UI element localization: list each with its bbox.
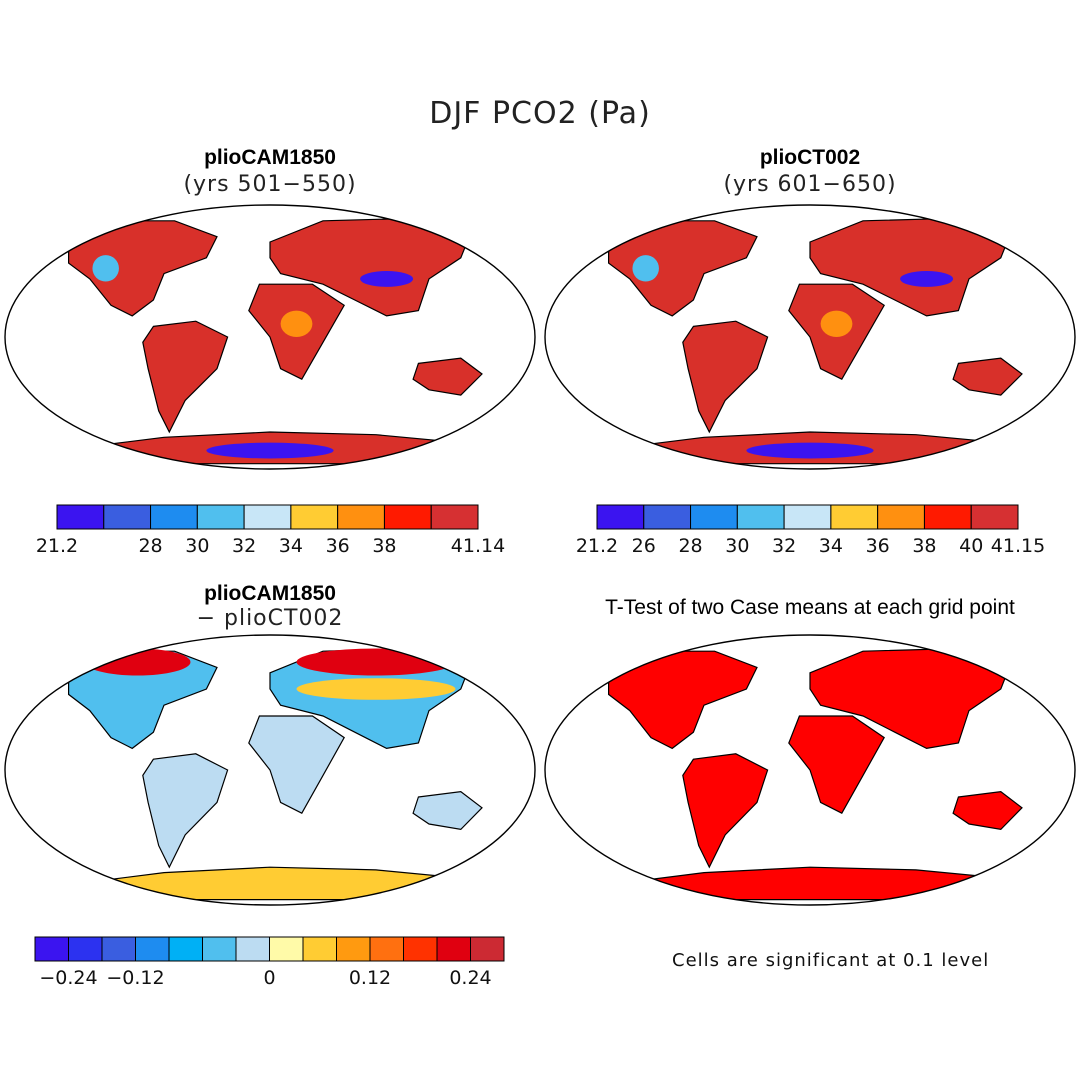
map-frame-1 bbox=[4, 204, 536, 470]
colorbar-1-swatch bbox=[103, 504, 152, 530]
field-patch bbox=[632, 255, 659, 282]
colorbar-2-tick: 21.2 bbox=[575, 535, 619, 557]
panel-1-subtitle: (yrs 501−550) bbox=[183, 172, 357, 197]
continent-antarctica bbox=[618, 866, 1002, 901]
continent-samerica bbox=[142, 753, 229, 869]
field-patch bbox=[360, 271, 414, 287]
colorbar-1-swatch bbox=[290, 504, 339, 530]
map-frame-2 bbox=[544, 204, 1076, 470]
colorbar-3-swatch bbox=[68, 936, 103, 962]
colorbar-2-tick: 30 bbox=[725, 535, 750, 557]
colorbar-1-tick: 34 bbox=[278, 535, 303, 557]
colorbar-1-tick: 41.14 bbox=[450, 535, 506, 557]
colorbar-2-swatch bbox=[830, 504, 879, 530]
map-1 bbox=[67, 217, 483, 465]
colorbar-3-swatch bbox=[202, 936, 237, 962]
field-patch bbox=[296, 678, 456, 700]
continent-namerica bbox=[607, 220, 758, 317]
colorbar-3-swatch bbox=[34, 936, 69, 962]
colorbar-2-tick: 41.15 bbox=[990, 535, 1046, 557]
colorbar-3-swatch bbox=[336, 936, 371, 962]
colorbar-3-tick: 0.24 bbox=[449, 967, 492, 989]
colorbar-2-tick: 40 bbox=[959, 535, 984, 557]
continent-samerica bbox=[682, 753, 769, 869]
colorbar-3-swatch bbox=[470, 936, 505, 962]
colorbar-3-swatch bbox=[403, 936, 438, 962]
continent-australia bbox=[412, 790, 483, 831]
panel-1-title: plioCAM1850 bbox=[204, 146, 336, 169]
panel-3-title: plioCAM1850 bbox=[204, 582, 336, 605]
colorbar-3-swatch bbox=[135, 936, 170, 962]
panel-2-subtitle: (yrs 601−650) bbox=[723, 172, 897, 197]
continent-africa bbox=[248, 715, 345, 814]
colorbar-2-tick: 32 bbox=[772, 535, 797, 557]
continent-namerica bbox=[67, 220, 218, 317]
continent-samerica bbox=[682, 320, 769, 434]
colorbar-2-tick: 36 bbox=[865, 535, 890, 557]
colorbar-3-swatch bbox=[436, 936, 471, 962]
map-frame-3 bbox=[4, 634, 536, 906]
panel-4-title: T-Test of two Case means at each grid po… bbox=[605, 596, 1015, 619]
colorbar-3-swatch bbox=[302, 936, 337, 962]
colorbar-1-swatch bbox=[243, 504, 292, 530]
colorbar-1-swatch bbox=[430, 504, 479, 530]
colorbar-2-swatch bbox=[736, 504, 785, 530]
colorbar-2-swatch bbox=[877, 504, 925, 530]
continent-australia bbox=[412, 357, 483, 396]
colorbar-3-swatch bbox=[369, 936, 404, 962]
field-patch bbox=[280, 310, 313, 337]
field-patch bbox=[92, 255, 119, 282]
significance-note: Cells are significant at 0.1 level bbox=[672, 950, 990, 971]
continent-australia bbox=[952, 790, 1023, 831]
colorbar-3-tick: 0.12 bbox=[348, 967, 392, 989]
colorbar-2-swatch bbox=[783, 504, 832, 530]
field-patch bbox=[746, 442, 874, 459]
colorbar-2-tick: 26 bbox=[631, 535, 656, 557]
continent-antarctica bbox=[78, 866, 462, 901]
colorbar-1-tick: 21.2 bbox=[35, 535, 79, 557]
colorbar-3-tick: 0 bbox=[263, 967, 276, 989]
map-3 bbox=[67, 647, 483, 901]
figure-title: DJF PCO2 (Pa) bbox=[429, 96, 651, 131]
colorbar-3-tick: −0.24 bbox=[39, 967, 98, 989]
continent-australia bbox=[952, 357, 1023, 396]
colorbar-1-tick: 38 bbox=[372, 535, 397, 557]
colorbar-3-swatch bbox=[269, 936, 304, 962]
map-2 bbox=[607, 217, 1023, 465]
colorbar-1-tick: 28 bbox=[138, 535, 163, 557]
colorbar-3-swatch bbox=[101, 936, 136, 962]
colorbar-1-tick: 36 bbox=[325, 535, 350, 557]
colorbar-2-swatch bbox=[643, 504, 692, 530]
panel-2-title: plioCT002 bbox=[759, 146, 861, 169]
continent-namerica bbox=[607, 650, 758, 750]
colorbar-2-tick: 38 bbox=[912, 535, 937, 557]
map-frame-4 bbox=[544, 634, 1076, 906]
colorbar-2-swatch bbox=[690, 504, 738, 530]
map-4 bbox=[607, 647, 1023, 901]
colorbar-1-swatch bbox=[383, 504, 432, 530]
colorbar-1-swatch bbox=[56, 504, 105, 530]
colorbar-3-swatch bbox=[168, 936, 203, 962]
colorbar-1-swatch bbox=[337, 504, 385, 530]
colorbar-1-tick: 32 bbox=[232, 535, 257, 557]
colorbar-3-tick: −0.12 bbox=[106, 967, 165, 989]
colorbar-2-swatch bbox=[596, 504, 645, 530]
colorbar-1-tick: 30 bbox=[185, 535, 210, 557]
field-patch bbox=[206, 442, 334, 459]
colorbar-2-tick: 28 bbox=[678, 535, 703, 557]
colorbar-1-swatch bbox=[150, 504, 198, 530]
colorbar-2-tick: 34 bbox=[818, 535, 843, 557]
field-patch bbox=[820, 310, 853, 337]
colorbar-3-swatch bbox=[235, 936, 270, 962]
colorbar-2-swatch bbox=[970, 504, 1019, 530]
colorbar-2-swatch bbox=[923, 504, 972, 530]
continent-samerica bbox=[142, 320, 229, 434]
continent-africa bbox=[788, 715, 885, 814]
panel-3-subtitle: − plioCT002 bbox=[196, 606, 344, 631]
field-patch bbox=[296, 648, 456, 676]
field-patch bbox=[900, 271, 954, 287]
colorbar-1-swatch bbox=[196, 504, 245, 530]
